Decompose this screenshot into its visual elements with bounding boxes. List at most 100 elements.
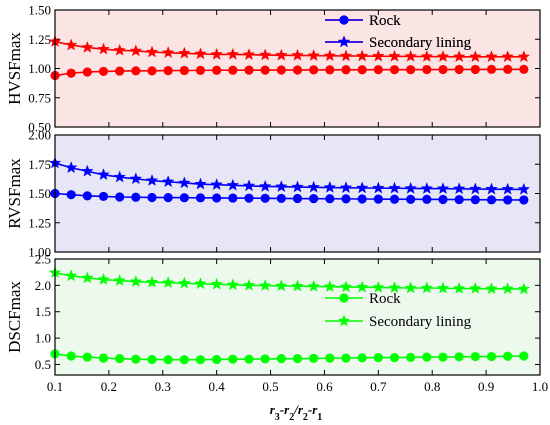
data-point	[180, 66, 188, 74]
data-point	[487, 196, 495, 204]
data-point	[83, 353, 91, 361]
y-tick-label: 2.00	[28, 128, 51, 143]
data-point	[164, 66, 172, 74]
data-point	[358, 66, 366, 74]
y-tick-label: 1.50	[28, 3, 51, 18]
y-tick-label: 1.50	[28, 186, 51, 201]
y-tick-label: 2.5	[35, 252, 51, 267]
x-tick-label: 0.2	[101, 379, 117, 394]
data-point	[67, 190, 75, 198]
data-point	[439, 195, 447, 203]
data-point	[406, 65, 414, 73]
data-point	[196, 66, 204, 74]
data-point	[455, 353, 463, 361]
data-point	[358, 195, 366, 203]
data-point	[83, 192, 91, 200]
x-tick-label: 0.3	[155, 379, 171, 394]
data-point	[342, 66, 350, 74]
x-tick-label: 0.6	[316, 379, 333, 394]
data-point	[115, 193, 123, 201]
data-point	[390, 195, 398, 203]
panel-background	[55, 135, 540, 252]
y-axis-title: RVSFmax	[5, 158, 24, 229]
data-point	[245, 194, 253, 202]
data-point	[99, 354, 107, 362]
data-point	[471, 65, 479, 73]
legend-label: Rock	[369, 13, 401, 29]
legend-marker	[340, 294, 348, 302]
data-point	[503, 196, 511, 204]
data-point	[374, 65, 382, 73]
data-point	[503, 352, 511, 360]
data-point	[148, 193, 156, 201]
data-point	[99, 192, 107, 200]
y-tick-label: 0.5	[35, 357, 51, 372]
data-point	[164, 193, 172, 201]
x-tick-label: 0.4	[209, 379, 226, 394]
data-point	[455, 195, 463, 203]
data-point	[471, 196, 479, 204]
data-point	[99, 67, 107, 75]
data-point	[261, 66, 269, 74]
data-point	[196, 356, 204, 364]
x-tick-label: 0.8	[424, 379, 440, 394]
x-tick-label: 0.1	[47, 379, 63, 394]
y-tick-label: 1.25	[28, 215, 51, 230]
data-point	[212, 66, 220, 74]
data-point	[520, 352, 528, 360]
data-point	[245, 66, 253, 74]
data-point	[439, 65, 447, 73]
data-point	[132, 67, 140, 75]
y-axis-title: DSCFmax	[5, 281, 24, 353]
data-point	[326, 66, 334, 74]
data-point	[115, 354, 123, 362]
data-point	[455, 65, 463, 73]
y-axis-title: HVSFmax	[5, 32, 24, 105]
legend-marker	[340, 16, 348, 24]
data-point	[196, 194, 204, 202]
y-tick-label: 2.0	[35, 278, 51, 293]
x-tick-label: 0.9	[478, 379, 494, 394]
data-point	[148, 67, 156, 75]
y-tick-label: 0.75	[28, 90, 51, 105]
data-point	[293, 66, 301, 74]
data-point	[406, 195, 414, 203]
y-tick-label: 1.25	[28, 32, 51, 47]
data-point	[67, 352, 75, 360]
data-point	[342, 354, 350, 362]
data-point	[229, 194, 237, 202]
data-point	[245, 355, 253, 363]
data-point	[520, 196, 528, 204]
data-point	[374, 195, 382, 203]
data-point	[261, 355, 269, 363]
data-point	[423, 195, 431, 203]
x-tick-label: 0.5	[262, 379, 278, 394]
data-point	[115, 67, 123, 75]
data-point	[180, 356, 188, 364]
data-point	[390, 65, 398, 73]
data-point	[132, 193, 140, 201]
data-point	[148, 355, 156, 363]
y-tick-label: 1.5	[35, 304, 51, 319]
data-point	[439, 353, 447, 361]
data-point	[374, 353, 382, 361]
data-point	[277, 194, 285, 202]
data-point	[309, 354, 317, 362]
legend-label: Secondary lining	[369, 35, 472, 51]
data-point	[309, 194, 317, 202]
x-axis-title: r3-r2/r2-r1	[270, 402, 323, 423]
data-point	[471, 352, 479, 360]
data-point	[406, 353, 414, 361]
y-tick-label: 1.00	[28, 61, 51, 76]
data-point	[83, 68, 91, 76]
legend-label: Secondary lining	[369, 314, 472, 330]
data-point	[342, 195, 350, 203]
data-point	[487, 352, 495, 360]
data-point	[67, 69, 75, 77]
data-point	[261, 194, 269, 202]
panel-3: 0.51.01.52.02.50.1 0.2 0.3 0.4 0.5 0.6 0.7 0.8 0…	[5, 252, 548, 395]
data-point	[326, 195, 334, 203]
data-point	[520, 65, 528, 73]
panel-1: 0.500.751.001.251.50HVSFmaxRockSecondary…	[5, 3, 540, 135]
